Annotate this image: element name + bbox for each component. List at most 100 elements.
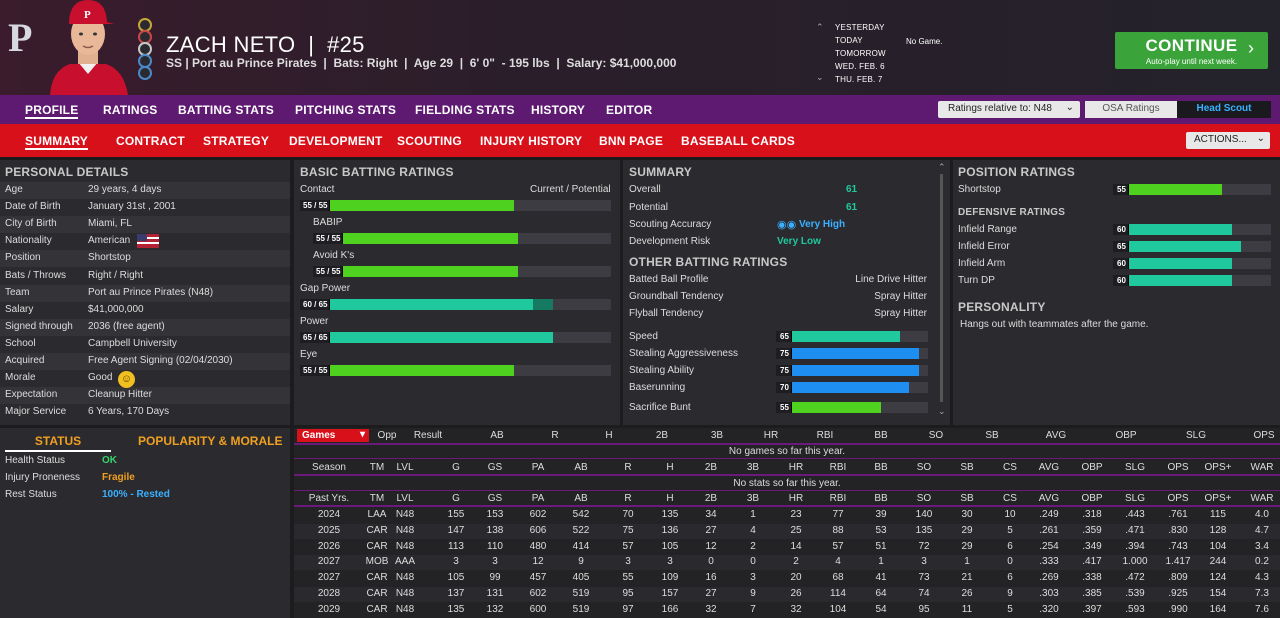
season-column-header[interactable]: SB xyxy=(960,462,974,473)
season-column-header[interactable]: G xyxy=(452,462,460,473)
head-scout-button[interactable]: Head Scout xyxy=(1177,101,1271,118)
table-row[interactable]: 2025 CAR N48 147 138 606 522 75 136 27 4 25 88 53 135 2… xyxy=(0,525,1280,539)
past-column-header[interactable]: AVG xyxy=(1038,493,1060,504)
games-column-header[interactable]: SLG xyxy=(1185,430,1206,441)
season-column-header[interactable]: HR xyxy=(788,462,804,473)
date-today[interactable]: TODAY xyxy=(835,36,863,45)
tab-bnn-page[interactable]: BNN PAGE xyxy=(599,134,664,148)
season-column-header[interactable]: WAR xyxy=(1250,462,1274,473)
season-column-header[interactable]: 2B xyxy=(704,462,718,473)
season-column-header[interactable]: GS xyxy=(487,462,503,473)
season-column-header[interactable]: CS xyxy=(1003,462,1017,473)
scrollbar-thumb[interactable] xyxy=(940,174,943,402)
games-column-header[interactable]: 3B xyxy=(710,430,724,441)
table-row[interactable]: 2029 CAR N48 135 132 600 519 97 166 32 7 32 104 54 95 1… xyxy=(0,604,1280,618)
tab-baseball-cards[interactable]: BASEBALL CARDS xyxy=(681,134,795,148)
season-column-header[interactable]: OBP xyxy=(1081,462,1103,473)
past-column-header[interactable]: WAR xyxy=(1250,493,1274,504)
past-column-header[interactable]: G xyxy=(452,493,460,504)
chevron-up-icon[interactable]: ⌃ xyxy=(938,162,946,172)
past-column-header[interactable]: 2B xyxy=(704,493,718,504)
tab-popularity-morale[interactable]: POPULARITY & MORALE xyxy=(138,434,283,448)
season-column-header[interactable]: H xyxy=(666,462,674,473)
past-column-header[interactable]: AB xyxy=(574,493,588,504)
past-column-header[interactable]: LVL xyxy=(396,493,414,504)
tab-profile[interactable]: PROFILE xyxy=(25,103,79,119)
games-select[interactable]: Games ▾ xyxy=(297,429,369,442)
table-row[interactable]: 2024 LAA N48 155 153 602 542 70 135 34 1 23 77 39 140 3… xyxy=(0,509,1280,523)
past-column-header[interactable]: TM xyxy=(369,493,385,504)
table-row[interactable]: 2028 CAR N48 137 131 602 519 95 157 27 9 26 114 64 74 2… xyxy=(0,588,1280,602)
continue-button[interactable]: CONTINUE Auto-play until next week. › xyxy=(1115,32,1268,69)
past-column-header[interactable]: 3B xyxy=(746,493,760,504)
tab-status[interactable]: STATUS xyxy=(5,434,111,452)
past-column-header[interactable]: SO xyxy=(916,493,932,504)
tab-injury-history[interactable]: INJURY HISTORY xyxy=(480,134,583,148)
past-column-header[interactable]: RBI xyxy=(829,493,847,504)
tab-editor[interactable]: EDITOR xyxy=(606,103,653,117)
actions-dropdown[interactable]: ACTIONS... ⌄ xyxy=(1186,132,1270,149)
games-column-header[interactable]: H xyxy=(605,430,613,441)
tab-strategy[interactable]: STRATEGY xyxy=(203,134,270,148)
season-column-header[interactable]: AB xyxy=(574,462,588,473)
tab-development[interactable]: DEVELOPMENT xyxy=(289,134,383,148)
past-column-header[interactable]: CS xyxy=(1003,493,1017,504)
past-column-header[interactable]: R xyxy=(624,493,632,504)
past-column-header[interactable]: OPS xyxy=(1167,493,1189,504)
past-column-header[interactable]: PA xyxy=(531,493,545,504)
games-column-header[interactable]: Opp xyxy=(377,430,397,441)
past-column-header[interactable]: SLG xyxy=(1124,493,1145,504)
past-column-header[interactable]: GS xyxy=(487,493,503,504)
tab-scouting[interactable]: SCOUTING xyxy=(397,134,462,148)
season-column-header[interactable]: RBI xyxy=(829,462,847,473)
date-tomorrow[interactable]: TOMORROW xyxy=(835,49,886,58)
games-column-header[interactable]: BB xyxy=(874,430,888,441)
season-column-header[interactable]: SO xyxy=(916,462,932,473)
season-column-header[interactable]: OPS+ xyxy=(1204,462,1232,473)
season-column-header[interactable]: 3B xyxy=(746,462,760,473)
table-row[interactable]: 2027 CAR N48 105 99 457 405 55 109 16 3 20 68 41 73 21 6… xyxy=(0,572,1280,586)
chevron-up-icon[interactable]: ⌃ xyxy=(816,22,824,32)
season-column-header[interactable]: OPS xyxy=(1167,462,1189,473)
tab-batting-stats[interactable]: BATTING STATS xyxy=(178,103,274,117)
tab-fielding-stats[interactable]: FIELDING STATS xyxy=(415,103,515,117)
award-medal-icon[interactable] xyxy=(138,66,152,80)
summary-scrollbar[interactable]: ⌃ ⌄ xyxy=(938,162,946,420)
past-column-header[interactable]: OPS+ xyxy=(1204,493,1232,504)
date-feb7[interactable]: THU. FEB. 7 xyxy=(835,75,883,84)
date-feb6[interactable]: WED. FEB. 6 xyxy=(835,62,885,71)
chevron-down-icon[interactable]: ⌄ xyxy=(938,406,946,416)
games-column-header[interactable]: SO xyxy=(928,430,944,441)
past-column-header[interactable]: HR xyxy=(788,493,804,504)
games-column-header[interactable]: RBI xyxy=(816,430,834,441)
chevron-down-icon[interactable]: ⌄ xyxy=(816,72,824,82)
games-column-header[interactable]: R xyxy=(551,430,559,441)
ratings-relative-select[interactable]: Ratings relative to: N48 ⌄ xyxy=(938,101,1080,118)
games-column-header[interactable]: OBP xyxy=(1115,430,1137,441)
season-column-header[interactable]: SLG xyxy=(1124,462,1145,473)
season-column-header[interactable]: AVG xyxy=(1038,462,1060,473)
season-column-header[interactable]: PA xyxy=(531,462,545,473)
tab-summary[interactable]: SUMMARY xyxy=(25,134,88,150)
table-row[interactable]: 2026 CAR N48 113 110 480 414 57 105 12 2 14 57 51 72 29… xyxy=(0,541,1280,555)
games-column-header[interactable]: AB xyxy=(490,430,504,441)
tab-ratings[interactable]: RATINGS xyxy=(103,103,158,117)
past-column-header[interactable]: H xyxy=(666,493,674,504)
games-column-header[interactable]: SB xyxy=(985,430,999,441)
date-yesterday[interactable]: YESTERDAY xyxy=(835,23,885,32)
games-column-header[interactable]: AVG xyxy=(1045,430,1067,441)
games-column-header[interactable]: OPS xyxy=(1253,430,1275,441)
tab-history[interactable]: HISTORY xyxy=(531,103,586,117)
season-column-header[interactable]: BB xyxy=(874,462,888,473)
tab-contract[interactable]: CONTRACT xyxy=(116,134,185,148)
season-column-header[interactable]: R xyxy=(624,462,632,473)
season-column-header[interactable]: TM xyxy=(369,462,385,473)
games-column-header[interactable]: HR xyxy=(763,430,779,441)
games-column-header[interactable]: 2B xyxy=(655,430,669,441)
tab-pitching-stats[interactable]: PITCHING STATS xyxy=(295,103,397,117)
past-column-header[interactable]: BB xyxy=(874,493,888,504)
osa-ratings-button[interactable]: OSA Ratings xyxy=(1085,101,1177,118)
table-row[interactable]: 2027 MOB AAA 3 3 12 9 3 3 0 0 2 4 1 3 1 0 .333 .417 1.000 1.… xyxy=(0,556,1280,570)
past-column-header[interactable]: SB xyxy=(960,493,974,504)
past-column-header[interactable]: OBP xyxy=(1081,493,1103,504)
